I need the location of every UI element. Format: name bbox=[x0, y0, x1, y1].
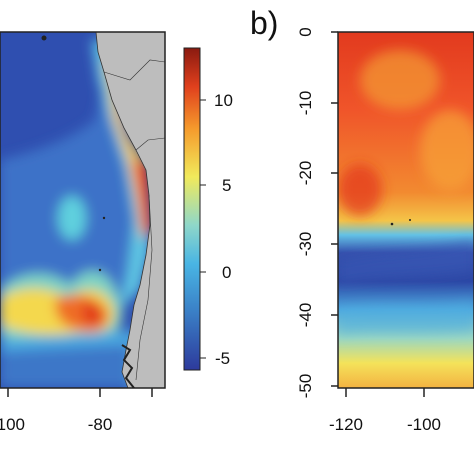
colorbar-tick-label: 10 bbox=[214, 91, 233, 110]
panel-a-map bbox=[0, 32, 165, 388]
x-tick-label: -100 bbox=[407, 415, 441, 434]
cold-band bbox=[338, 240, 474, 285]
border-line bbox=[103, 59, 165, 81]
panel-b-label: b) bbox=[250, 5, 278, 41]
colorbar-gradient bbox=[183, 47, 201, 371]
panel-b-x-axis: -120 -100 bbox=[329, 388, 441, 434]
border-line bbox=[135, 137, 165, 151]
ocean-anomaly-field bbox=[0, 40, 152, 388]
panel-a-frame bbox=[0, 31, 166, 389]
panel-a-x-axis: -100 -80 bbox=[0, 388, 153, 434]
y-tick-label: -30 bbox=[296, 232, 315, 257]
island-marker bbox=[102, 216, 106, 220]
colorbar-tick-label: 5 bbox=[222, 176, 231, 195]
island-marker bbox=[98, 268, 102, 272]
colorbar-tick-label: -5 bbox=[215, 349, 230, 368]
island-marker bbox=[41, 35, 47, 41]
island-marker bbox=[390, 222, 394, 226]
x-tick-label: -100 bbox=[0, 415, 25, 434]
warm-patch bbox=[420, 110, 474, 190]
panel-b-y-axis: 0 -10 -20 -30 -40 -50 bbox=[296, 27, 338, 398]
x-tick-label: -120 bbox=[329, 415, 363, 434]
cool-band bbox=[338, 300, 474, 335]
x-tick-label: -80 bbox=[88, 415, 113, 434]
y-tick-label: -50 bbox=[296, 374, 315, 399]
y-tick-label: -40 bbox=[296, 303, 315, 328]
fjord-coast bbox=[121, 344, 135, 388]
y-tick-label: -20 bbox=[296, 161, 315, 186]
panel-b-frame bbox=[337, 31, 474, 389]
island-marker bbox=[409, 219, 411, 221]
colorbar: 10 5 0 -5 bbox=[183, 47, 233, 371]
border-line bbox=[135, 194, 153, 381]
warm-patch bbox=[360, 50, 440, 110]
colorbar-tick-label: 0 bbox=[222, 263, 231, 282]
y-tick-label: 0 bbox=[296, 27, 315, 36]
hot-patch bbox=[338, 164, 382, 216]
y-tick-label: -10 bbox=[296, 91, 315, 116]
land-south-america bbox=[95, 32, 165, 388]
panel-b-field bbox=[338, 32, 474, 388]
